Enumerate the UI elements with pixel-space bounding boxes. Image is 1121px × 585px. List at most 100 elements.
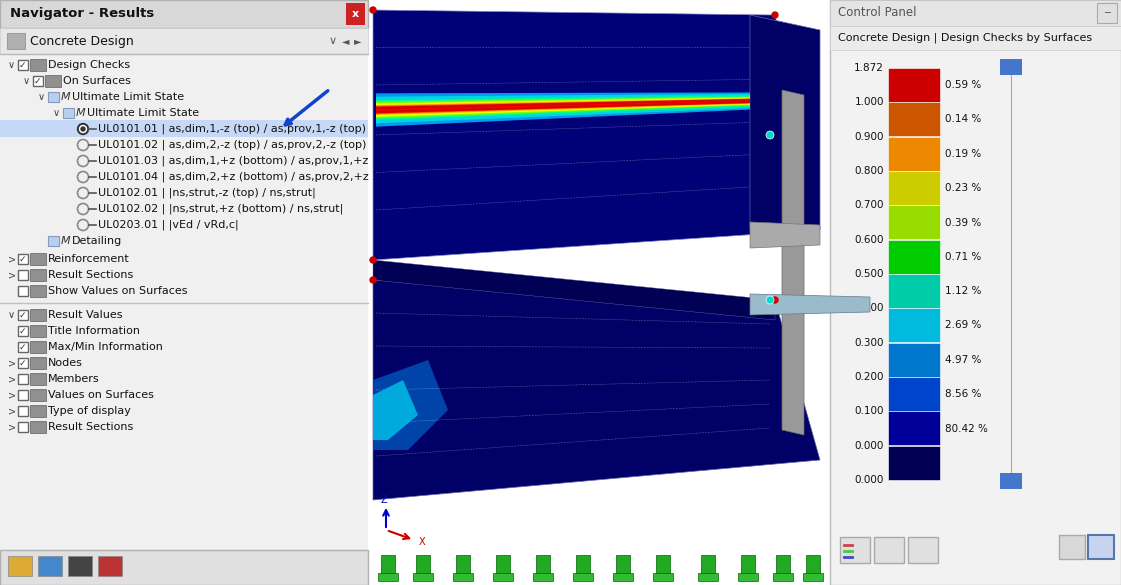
Text: Nodes: Nodes [48,358,83,368]
Bar [830,0,1121,26]
Text: ∨: ∨ [8,310,15,320]
Text: >: > [8,406,16,416]
Text: 1.000: 1.000 [854,97,884,107]
Circle shape [370,257,376,263]
Bar [18,374,28,384]
Text: Title Information: Title Information [48,326,140,336]
Bar [874,537,904,563]
Bar [0,120,368,137]
Bar [381,555,395,577]
Text: >: > [8,374,16,384]
Bar [0,28,368,54]
Text: >: > [8,254,16,264]
Bar [613,573,633,581]
Bar [33,76,43,86]
Text: 0.000: 0.000 [854,475,884,485]
Text: ✓: ✓ [19,326,27,336]
Bar [806,555,819,577]
Text: Control Panel: Control Panel [839,6,917,19]
Bar [18,358,28,368]
Bar [576,555,590,577]
Bar [888,274,941,308]
Bar [536,555,550,577]
Polygon shape [376,98,750,116]
Text: 0.600: 0.600 [854,235,884,245]
Bar [30,253,46,265]
Bar [1097,3,1117,23]
Text: 0.500: 0.500 [854,269,884,279]
Bar [493,573,513,581]
Polygon shape [376,92,750,127]
Text: 1.872: 1.872 [854,63,884,73]
Text: UL0101.01 | as,dim,1,-z (top) / as,prov,1,-z (top): UL0101.01 | as,dim,1,-z (top) / as,prov,… [98,124,365,134]
Text: 0.000: 0.000 [854,441,884,450]
Circle shape [81,127,85,131]
Polygon shape [373,260,775,320]
Text: M: M [61,236,71,246]
Text: UL0203.01 | |vEd / vRd,c|: UL0203.01 | |vEd / vRd,c| [98,220,239,230]
Text: 0.23 %: 0.23 % [945,183,981,193]
Bar [30,421,46,433]
Text: Type of display: Type of display [48,406,131,416]
Bar [888,240,941,274]
Text: ✓: ✓ [19,60,27,70]
Text: Max/Min Information: Max/Min Information [48,342,163,352]
Bar [378,573,398,581]
Polygon shape [376,99,750,114]
Text: x: x [352,9,359,19]
Text: ►: ► [354,36,362,46]
Bar [888,343,941,377]
Bar [888,308,941,342]
Text: 0.200: 0.200 [854,372,884,382]
Text: M: M [76,108,85,118]
Bar [416,555,430,577]
Text: >: > [8,358,16,368]
Bar [803,573,823,581]
Text: ✓: ✓ [19,311,27,319]
Text: 0.71 %: 0.71 % [945,252,981,262]
Bar [738,573,758,581]
Circle shape [80,126,86,132]
Polygon shape [373,380,418,440]
Text: >: > [8,390,16,400]
Circle shape [766,131,773,139]
Circle shape [370,277,376,283]
Polygon shape [373,360,448,450]
Text: 0.19 %: 0.19 % [945,149,981,159]
Bar [888,446,941,480]
Bar [840,537,870,563]
Bar [18,406,28,416]
Bar [0,0,368,28]
Text: 0.700: 0.700 [854,200,884,211]
Bar [1000,473,1022,489]
Circle shape [766,296,773,304]
Text: Ultimate Limit State: Ultimate Limit State [72,92,184,102]
Text: Values on Surfaces: Values on Surfaces [48,390,154,400]
Bar [698,573,717,581]
Bar [773,573,793,581]
Text: X: X [419,537,426,547]
Bar [30,389,46,401]
Text: Ultimate Limit State: Ultimate Limit State [87,108,200,118]
Bar [1000,59,1022,75]
Polygon shape [373,10,819,260]
Bar [701,555,715,577]
Bar [30,357,46,369]
Polygon shape [376,98,750,115]
Bar [888,102,941,136]
Bar [18,422,28,432]
Bar [8,556,33,576]
Bar [413,573,433,581]
Bar [30,325,46,337]
Text: Detailing: Detailing [72,236,122,246]
Text: Result Values: Result Values [48,310,122,320]
Bar [1088,535,1114,559]
Bar [888,68,941,102]
Bar [654,573,673,581]
Text: Navigator - Results: Navigator - Results [10,8,155,20]
Text: M: M [61,92,71,102]
Text: 0.39 %: 0.39 % [945,218,981,228]
Text: 4.97 %: 4.97 % [945,355,981,365]
Circle shape [370,7,376,13]
Text: 80.42 %: 80.42 % [945,424,988,433]
